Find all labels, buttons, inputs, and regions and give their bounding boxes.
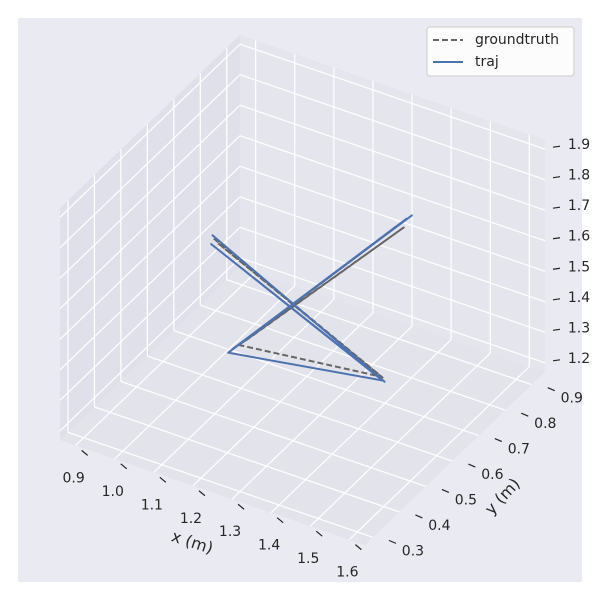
y-tick-mark [415, 514, 423, 519]
z-tick-label: 1.4 [568, 290, 590, 306]
grid-line [59, 165, 241, 340]
floor-pane [60, 267, 545, 545]
y-tick-mark [494, 438, 503, 443]
y-tick-label: 0.7 [508, 442, 530, 458]
grid-line [59, 196, 241, 371]
z-tick-mark [552, 267, 561, 270]
y-tick-mark [521, 412, 529, 417]
z-tick-label: 1.9 [568, 137, 590, 153]
x-tick-mark [354, 544, 362, 551]
x-tick-label: 1.2 [180, 511, 202, 527]
grid-line [173, 330, 480, 437]
z-tick-mark [552, 237, 561, 240]
grid-line [239, 43, 546, 150]
grid-line [59, 104, 241, 279]
grid-line [120, 380, 427, 488]
x-tick-label: 1.4 [258, 538, 280, 554]
x-tick-mark [81, 449, 89, 456]
grid-line [348, 366, 530, 541]
legend-box [426, 26, 575, 77]
grid-line [239, 165, 546, 272]
z-tick-mark [552, 145, 561, 148]
y-tick-mark [441, 488, 450, 494]
x-tick-label: 1.1 [141, 497, 163, 513]
z-tick-label: 1.5 [568, 259, 590, 275]
trajectory-line [210, 214, 413, 383]
y-tick-mark [468, 463, 476, 468]
x-tick-label: 1.6 [336, 565, 358, 581]
y-tick-label: 0.8 [534, 416, 556, 432]
y-tick-label: 0.9 [561, 391, 583, 407]
z-tick-mark [552, 206, 561, 209]
grid-line [67, 431, 374, 538]
z-tick-label: 1.7 [568, 198, 590, 214]
grid-line [239, 135, 546, 242]
y-tick-label: 0.4 [428, 518, 450, 534]
y-tick-mark [388, 539, 397, 544]
grid-line [239, 257, 546, 364]
z-tick-label: 1.8 [568, 168, 590, 184]
z-tick-label: 1.3 [568, 320, 590, 336]
left-pane [60, 35, 240, 440]
lines [210, 214, 413, 383]
z-tick-mark [552, 176, 561, 179]
x-tick-label: 0.9 [63, 470, 85, 486]
z-tick-mark [552, 359, 561, 362]
legend-label: traj [475, 54, 499, 70]
x-tick-mark [276, 517, 284, 524]
y-tick-mark [547, 387, 556, 392]
grid-line [59, 226, 241, 401]
x-tick-mark [315, 530, 323, 537]
x-tick-label: 1.0 [102, 484, 124, 500]
grid-line [309, 352, 491, 527]
grid-line [147, 355, 453, 462]
y-tick-label: 0.5 [455, 492, 477, 508]
grid-line [59, 135, 241, 310]
grid-line [75, 271, 257, 446]
grid-line [192, 312, 374, 487]
z-tick-mark [552, 328, 561, 331]
grid [59, 40, 546, 541]
grid-line [94, 406, 400, 513]
grid-line [270, 339, 452, 514]
x-tick-mark [159, 476, 167, 483]
grid-line [59, 257, 241, 432]
grid-line [114, 285, 296, 460]
grid-line [153, 298, 335, 473]
ticks: 0.91.01.11.21.31.41.51.60.30.40.50.60.70… [63, 137, 591, 580]
grid-line [239, 226, 546, 333]
legend: groundtruth traj [426, 26, 575, 77]
z-tick-label: 1.2 [568, 351, 590, 367]
x-tick-mark [237, 503, 245, 510]
grid-line [59, 74, 241, 249]
panes [60, 35, 545, 545]
y-tick-label: 0.6 [481, 467, 503, 483]
grid-line [239, 196, 546, 303]
z-tick-mark [552, 298, 561, 301]
x-tick-mark [120, 463, 128, 470]
legend-label: groundtruth [475, 32, 559, 48]
grid-line [239, 74, 546, 181]
z-tick-label: 1.6 [568, 229, 590, 245]
x-tick-label: 1.5 [297, 551, 319, 567]
y-tick-label: 0.3 [402, 543, 424, 559]
trajectory-line [213, 224, 405, 379]
grid-line [59, 43, 241, 218]
x-tick-label: 1.3 [219, 524, 241, 540]
grid-line [239, 104, 546, 211]
grid-line [231, 325, 413, 500]
x-tick-mark [198, 490, 206, 497]
